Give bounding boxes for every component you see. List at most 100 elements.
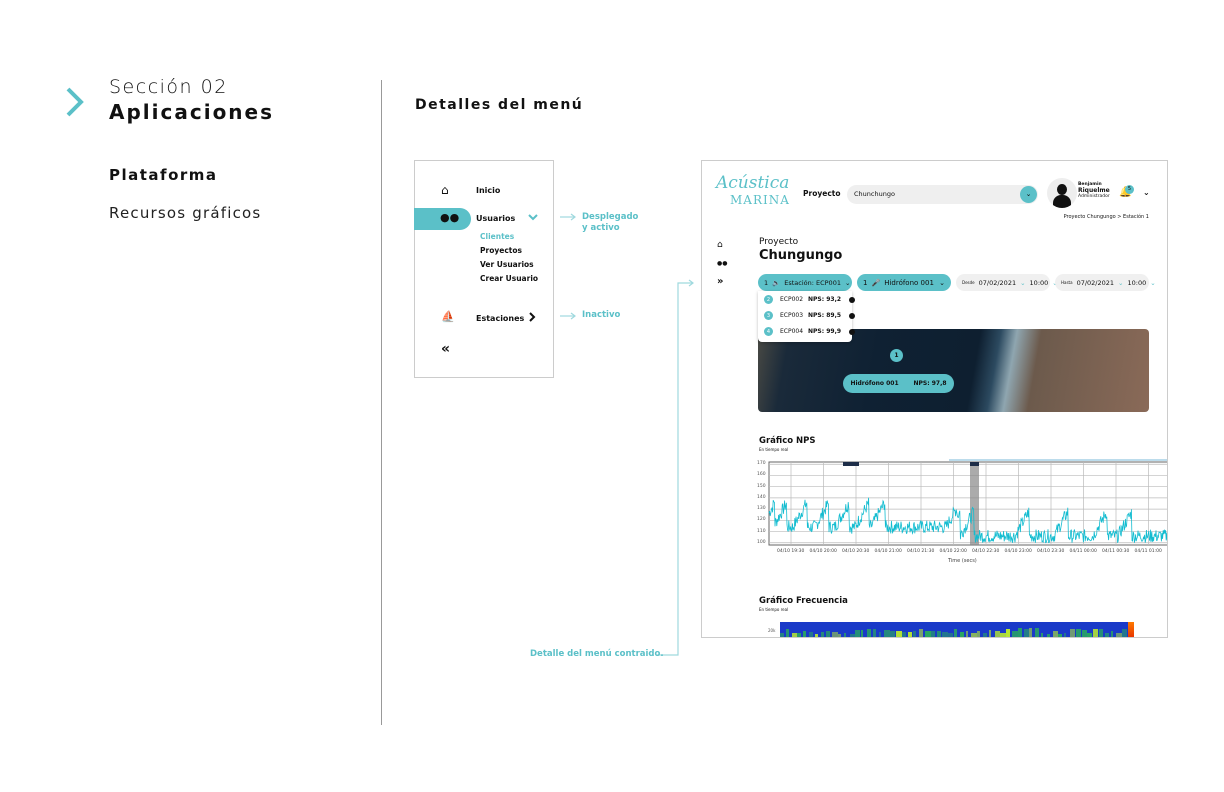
user-info: Benjamin Riquelme Administrador bbox=[1078, 182, 1110, 199]
spectrogram-band bbox=[1035, 628, 1039, 637]
x-axis-label: Time (secs) bbox=[948, 558, 977, 564]
info-icon bbox=[849, 328, 856, 335]
spectrogram-band bbox=[977, 630, 981, 637]
y-tick-label: 130 bbox=[757, 506, 766, 512]
spectrogram-band bbox=[1104, 633, 1109, 637]
spectrogram-band bbox=[1075, 629, 1081, 637]
spectrogram-band bbox=[994, 630, 1000, 637]
x-tick-label: 04/11 00:30 bbox=[1102, 549, 1130, 554]
chevron-right-icon[interactable] bbox=[529, 312, 536, 322]
x-tick-label: 04/10 23:00 bbox=[1004, 549, 1032, 554]
spectrogram-band bbox=[1058, 633, 1063, 637]
freq-chart-title: Gráfico Frecuencia bbox=[759, 596, 848, 606]
nps-chart-subtitle: En tiempo real bbox=[759, 447, 789, 452]
y-tick-label: 100 bbox=[757, 539, 766, 545]
map-pin[interactable]: 1 bbox=[890, 349, 903, 362]
station-option[interactable]: 3 ECP003 NPS: 89,5 bbox=[764, 311, 856, 320]
chevron-down-icon[interactable]: ⌄ bbox=[1020, 186, 1037, 203]
users-icon: ●● bbox=[440, 211, 460, 224]
to-date-picker[interactable]: Hasta 07/02/2021 ⌄ 10:00 ⌄ bbox=[1055, 274, 1156, 291]
x-tick-label: 04/11 00:00 bbox=[1069, 549, 1097, 554]
submenu-clientes[interactable]: Clientes bbox=[480, 232, 515, 241]
hydrophone-select[interactable]: 1 🎤 Hidrófono 001 ⌄ bbox=[857, 274, 951, 291]
x-tick-label: 04/10 21:00 bbox=[874, 549, 902, 554]
spectrogram-band bbox=[785, 628, 789, 637]
spectrogram-band bbox=[1012, 630, 1018, 637]
annotation-inactive: Inactivo bbox=[582, 310, 621, 320]
home-icon[interactable]: ⌂ bbox=[717, 240, 723, 250]
spectrogram-band bbox=[942, 631, 949, 637]
spectrogram-band bbox=[925, 631, 931, 637]
annotation-expanded: Desplegado y activo bbox=[582, 212, 639, 233]
spectrogram-band bbox=[919, 629, 923, 637]
chevron-down-icon[interactable] bbox=[528, 214, 538, 221]
users-icon[interactable]: ●● bbox=[717, 260, 728, 267]
divider bbox=[381, 80, 382, 725]
nps-chart[interactable] bbox=[757, 456, 1168, 566]
map-tooltip: Hidrófono 001 NPS: 97,8 bbox=[843, 374, 954, 393]
satellite-map[interactable]: 1 Hidrófono 001 NPS: 97,8 bbox=[758, 329, 1149, 412]
selection-band bbox=[970, 462, 979, 545]
notification-badge: 5 bbox=[1125, 185, 1134, 194]
x-tick-label: 04/11 01:00 bbox=[1134, 549, 1162, 554]
spectrogram-band bbox=[901, 632, 907, 637]
spectrogram-band bbox=[872, 629, 876, 637]
chevron-down-icon[interactable]: ⌄ bbox=[1143, 188, 1150, 197]
collapse-icon[interactable]: « bbox=[441, 341, 451, 357]
section-item-plataforma: Plataforma bbox=[109, 166, 218, 184]
menu-item-usuarios[interactable]: Usuarios bbox=[476, 214, 516, 223]
spectrogram-band bbox=[896, 630, 902, 637]
menu-item-estaciones[interactable]: Estaciones bbox=[476, 314, 525, 323]
spectrogram-band bbox=[814, 633, 819, 637]
spectrogram-band bbox=[832, 632, 838, 637]
expand-menu-icon[interactable]: » bbox=[717, 276, 724, 287]
menu-item-inicio[interactable]: Inicio bbox=[476, 186, 501, 195]
spectrogram-band bbox=[1006, 629, 1011, 637]
spectrogram-band bbox=[913, 631, 917, 637]
station-select[interactable]: 1 🔈 Estación: ECP001 ⌄ bbox=[758, 274, 852, 291]
speaker-icon: 🔈 bbox=[772, 278, 781, 287]
y-tick-label: 110 bbox=[757, 528, 766, 534]
avatar[interactable] bbox=[1047, 178, 1077, 208]
x-tick-label: 04/10 20:30 bbox=[842, 549, 870, 554]
project-value: Chunchungo bbox=[854, 190, 895, 198]
spectrogram[interactable] bbox=[780, 622, 1128, 637]
spectrogram-band bbox=[861, 629, 864, 637]
marker bbox=[970, 462, 979, 466]
info-icon bbox=[849, 296, 856, 303]
nps-chart-title: Gráfico NPS bbox=[759, 436, 816, 446]
spectrogram-band bbox=[1116, 633, 1122, 637]
page-label: Proyecto bbox=[759, 237, 799, 247]
spectrogram-band bbox=[1000, 633, 1006, 637]
project-label: Proyecto bbox=[803, 189, 841, 198]
station-option[interactable]: 2 ECP002 NPS: 93,2 bbox=[764, 295, 856, 304]
y-tick-label: 170 bbox=[757, 461, 766, 467]
spectrogram-band bbox=[1081, 630, 1088, 637]
station-option[interactable]: 4 ECP004 NPS: 99,9 bbox=[764, 327, 856, 336]
x-tick-label: 04/10 23:30 bbox=[1037, 549, 1065, 554]
spectrogram-band bbox=[1023, 629, 1030, 637]
spectrogram-band bbox=[988, 630, 991, 637]
spectrogram-band bbox=[1052, 631, 1058, 637]
y-tick-label: 160 bbox=[757, 472, 766, 478]
submenu-ver-usuarios[interactable]: Ver Usuarios bbox=[480, 260, 534, 269]
spectrogram-band bbox=[1099, 628, 1104, 637]
station-dropdown: 2 ECP002 NPS: 93,2 3 ECP003 NPS: 89,5 4 ECP00… bbox=[758, 291, 856, 342]
spectrogram-band bbox=[803, 631, 806, 637]
marker bbox=[843, 462, 859, 466]
spectrogram-band bbox=[1093, 628, 1099, 637]
active-indicator bbox=[414, 208, 471, 230]
freq-y-tick: 20k bbox=[768, 628, 776, 633]
spectrogram-band bbox=[855, 629, 860, 637]
submenu-crear-usuario[interactable]: Crear Usuario bbox=[480, 274, 539, 283]
project-select[interactable]: Chunchungo ⌄ bbox=[847, 185, 1038, 204]
submenu-proyectos[interactable]: Proyectos bbox=[480, 246, 522, 255]
spectrogram-band bbox=[1029, 628, 1033, 637]
expanded-menu: ⌂ Inicio ●● Usuarios Clientes Proyectos … bbox=[414, 160, 554, 378]
spectrogram-band bbox=[867, 629, 872, 637]
spectrogram-band bbox=[959, 632, 964, 637]
spectrogram-band bbox=[954, 628, 958, 637]
spectrogram-band bbox=[809, 632, 814, 637]
